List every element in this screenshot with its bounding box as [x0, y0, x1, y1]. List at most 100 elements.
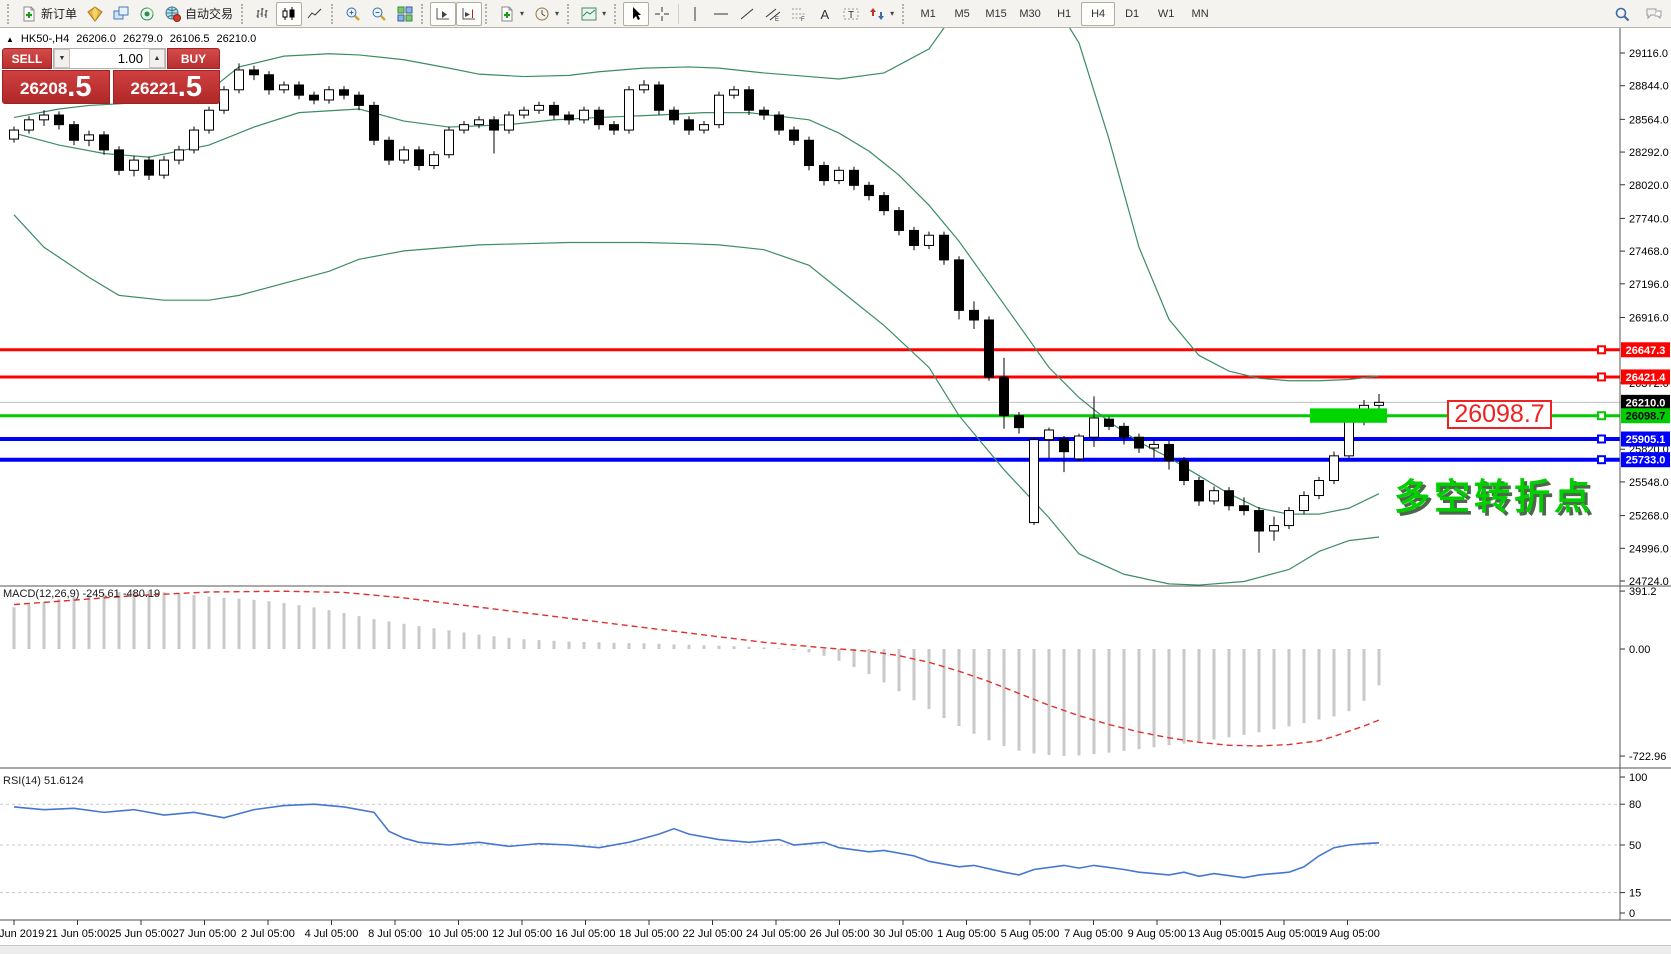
timeframe-m1[interactable]: M1 — [920, 7, 936, 20]
trendline-button[interactable] — [734, 2, 760, 26]
tile-windows-button[interactable] — [392, 2, 418, 26]
search-icon — [1615, 7, 1630, 21]
cursor-button[interactable] — [623, 1, 650, 26]
equidistant-channel-button[interactable]: E — [760, 2, 786, 26]
chart-shift-button[interactable] — [456, 1, 483, 26]
zoom-in-button[interactable] — [340, 2, 366, 26]
svg-text:27468.0: 27468.0 — [1629, 246, 1669, 258]
price-axis[interactable] — [1620, 28, 1671, 920]
sell-price-display[interactable]: 26208 .5 — [2, 70, 110, 104]
svg-text:26916.0: 26916.0 — [1629, 312, 1669, 324]
zoom-out-button[interactable] — [366, 2, 392, 26]
timeframe-m15[interactable]: M15 — [985, 7, 1007, 20]
timeframe-h4[interactable]: H4 — [1081, 1, 1116, 26]
chart-windows-icon — [113, 6, 129, 19]
new-order-label: 新订单 — [41, 7, 78, 21]
sell-price-frac: .5 — [67, 71, 92, 103]
chevron-down-icon: ▾ — [602, 9, 607, 18]
candlestick-chart-button[interactable] — [276, 1, 303, 26]
turning-point-annotation[interactable]: 多空转折点 — [1394, 476, 1595, 517]
timeframe-m30[interactable]: M30 — [1019, 7, 1041, 20]
zoom-in-icon — [346, 7, 360, 21]
search-button[interactable] — [1609, 2, 1635, 26]
svg-text:15 Aug 05:00: 15 Aug 05:00 — [1252, 928, 1317, 940]
sell-price-main: 26208 — [20, 79, 68, 98]
line-chart-button[interactable] — [302, 2, 328, 26]
svg-text:100: 100 — [1629, 772, 1647, 784]
svg-text:12 Jul 05:00: 12 Jul 05:00 — [492, 928, 552, 940]
timeframe-h1[interactable]: H1 — [1057, 7, 1072, 20]
indicators-button[interactable]: ▾ — [494, 2, 529, 26]
window-bottom-strip — [0, 945, 1671, 954]
chart-windows-button[interactable] — [108, 2, 134, 26]
horizontal-line-button[interactable] — [708, 2, 734, 26]
svg-text:1 Aug 05:00: 1 Aug 05:00 — [937, 928, 996, 940]
arrow-objects-icon — [870, 7, 885, 20]
volume-down-button[interactable]: ▼ — [54, 49, 70, 68]
gem-icon-button[interactable] — [82, 2, 108, 26]
symbol-open: 26206.0 — [76, 33, 116, 45]
svg-text:16 Jul 05:00: 16 Jul 05:00 — [556, 928, 616, 940]
text-button[interactable]: A — [812, 2, 838, 26]
timeframe-mn[interactable]: MN — [1191, 7, 1209, 20]
group-grip-scroll[interactable] — [421, 3, 427, 24]
price-level-box-annotation[interactable]: 26098.7 — [1447, 400, 1552, 429]
chat-button[interactable] — [1641, 2, 1667, 26]
group-grip-charttype[interactable] — [241, 3, 247, 24]
bar-chart-button[interactable] — [250, 2, 276, 26]
sell-button[interactable]: SELL — [2, 48, 52, 69]
new-order-icon — [21, 6, 37, 22]
svg-text:27740.0: 27740.0 — [1629, 213, 1669, 225]
text-label-icon: T — [843, 8, 859, 21]
group-grip-cursor[interactable] — [614, 3, 620, 24]
toolbar-grip[interactable] — [7, 3, 13, 24]
periods-button[interactable]: ▾ — [529, 2, 564, 26]
svg-text:50: 50 — [1629, 840, 1641, 852]
svg-text:0: 0 — [1629, 908, 1635, 920]
svg-text:25733.0: 25733.0 — [1626, 455, 1666, 467]
group-grip-timeframes[interactable] — [902, 3, 908, 24]
group-grip-template[interactable] — [567, 3, 573, 24]
auto-scroll-button[interactable] — [430, 1, 457, 26]
time-axis[interactable] — [0, 920, 1620, 945]
group-grip-indicators[interactable] — [485, 3, 491, 24]
text-label-button[interactable]: T — [838, 2, 864, 26]
timeframe-m5[interactable]: M5 — [954, 7, 970, 20]
svg-text:5 Aug 05:00: 5 Aug 05:00 — [1001, 928, 1060, 940]
volume-up-button[interactable]: ▲ — [149, 49, 165, 68]
svg-text:25 Jun 05:00: 25 Jun 05:00 — [109, 928, 173, 940]
svg-text:25548.0: 25548.0 — [1629, 477, 1669, 489]
group-grip-zoom[interactable] — [331, 3, 337, 24]
timeframe-w1[interactable]: W1 — [1157, 7, 1175, 20]
svg-text:25268.0: 25268.0 — [1629, 511, 1669, 523]
toolbar-separator — [678, 3, 680, 24]
chart-canvas[interactable]: 29116.0 28844.0 28564.0 28292.0 28020.0 27740… — [0, 28, 1671, 953]
symbol-high: 26279.0 — [122, 33, 163, 45]
crosshair-button[interactable] — [649, 2, 675, 26]
arrow-objects-button[interactable]: ▾ — [864, 2, 899, 26]
volume-input[interactable]: 1.00 — [117, 51, 143, 66]
fibonacci-button[interactable]: F — [786, 2, 812, 26]
svg-text:391.2: 391.2 — [1629, 586, 1657, 598]
vertical-line-button[interactable] — [682, 2, 708, 26]
svg-text:24724.0: 24724.0 — [1629, 576, 1669, 588]
new-order-button[interactable]: 新订单 — [16, 2, 82, 26]
fibonacci-icon: F — [792, 8, 807, 22]
timeframe-d1[interactable]: D1 — [1125, 7, 1140, 20]
svg-text:18 Jul 05:00: 18 Jul 05:00 — [619, 928, 679, 940]
autotrading-button[interactable]: 自动交易 — [160, 2, 238, 26]
horizontal-line-icon — [714, 13, 729, 14]
autotrading-label: 自动交易 — [185, 7, 234, 21]
svg-text:28292.0: 28292.0 — [1629, 147, 1669, 159]
symbol-title: HK50-,H4 — [20, 33, 70, 45]
radar-button[interactable] — [134, 2, 160, 26]
symbol-low: 26106.5 — [169, 33, 210, 45]
buy-button[interactable]: BUY — [167, 48, 220, 69]
svg-text:15: 15 — [1629, 888, 1641, 900]
svg-text:26647.3: 26647.3 — [1626, 345, 1666, 357]
templates-button[interactable]: ▾ — [576, 2, 611, 26]
buy-price-display[interactable]: 26221 .5 — [112, 70, 220, 104]
chart-window: 29116.0 28844.0 28564.0 28292.0 28020.0 27740… — [0, 28, 1671, 954]
collapse-panel-icon[interactable]: ▲ — [6, 34, 14, 44]
svg-text:28564.0: 28564.0 — [1629, 114, 1669, 126]
